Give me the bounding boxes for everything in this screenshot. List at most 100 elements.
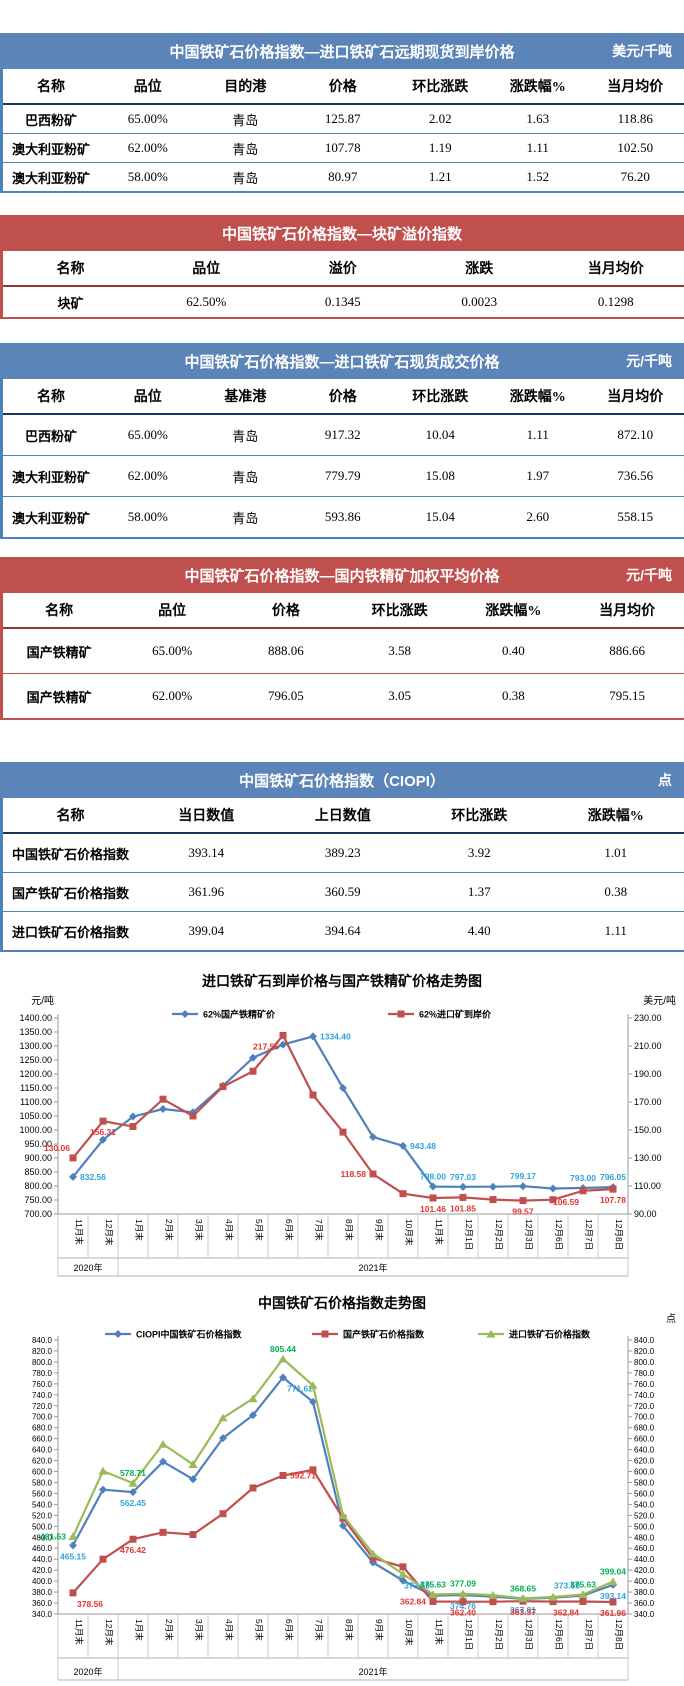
value-cell: 4.40	[411, 912, 548, 952]
price-table-2: 中国铁矿石价格指数—进口铁矿石现货成交价格元/千吨名称品位基准港价格环比涨跌涨跌…	[0, 343, 684, 539]
svg-text:150.00: 150.00	[634, 1125, 662, 1135]
value-cell: 青岛	[197, 497, 295, 539]
x-axis-label: 3月末	[194, 1619, 204, 1641]
svg-text:580.0: 580.0	[634, 1478, 655, 1487]
x-axis-label: 7月末	[314, 1219, 324, 1241]
svg-text:460.0: 460.0	[32, 1544, 53, 1553]
data-label: 378.56	[77, 1599, 103, 1609]
column-header: 环比涨跌	[411, 798, 548, 833]
x-axis-label: 12月7日	[584, 1219, 594, 1250]
data-label: 799.17	[510, 1171, 536, 1181]
x-axis-label: 2月末	[164, 1219, 174, 1241]
value-cell: 886.66	[570, 628, 684, 674]
table-title: 中国铁矿石价格指数（CIOPI）	[239, 770, 445, 791]
svg-text:520.0: 520.0	[32, 1511, 53, 1520]
svg-text:560.0: 560.0	[32, 1489, 53, 1498]
svg-text:840.0: 840.0	[634, 1336, 655, 1345]
value-cell: 62.00%	[99, 134, 197, 163]
series-line	[73, 1378, 613, 1599]
data-label: 107.78	[600, 1195, 626, 1205]
value-cell: 3.58	[343, 628, 457, 674]
column-header: 环比涨跌	[343, 593, 457, 628]
legend-label: 62%进口矿到岸价	[419, 1009, 492, 1020]
svg-text:1200.00: 1200.00	[19, 1069, 52, 1079]
svg-text:440.0: 440.0	[634, 1555, 655, 1564]
value-cell: 1.21	[392, 163, 490, 193]
value-cell: 2.60	[489, 497, 587, 539]
x-axis-label: 12月2日	[494, 1619, 504, 1650]
svg-text:360.0: 360.0	[634, 1599, 655, 1608]
value-cell: 3.92	[411, 833, 548, 873]
x-axis-label: 11月末	[74, 1619, 84, 1645]
svg-text:420.0: 420.0	[634, 1566, 655, 1575]
legend-label: 进口铁矿石价格指数	[509, 1329, 591, 1340]
price-table-4: 中国铁矿石价格指数（CIOPI）点名称当日数值上日数值环比涨跌涨跌幅%中国铁矿石…	[0, 762, 684, 952]
value-cell: 795.15	[570, 674, 684, 720]
data-label: 377.09	[450, 1579, 476, 1589]
price-table-0: 中国铁矿石价格指数—进口铁矿石远期现货到岸价格美元/千吨名称品位目的港价格环比涨…	[0, 33, 684, 193]
svg-text:1350.00: 1350.00	[19, 1027, 52, 1037]
value-cell: 62.00%	[99, 456, 197, 497]
svg-text:700.0: 700.0	[634, 1413, 655, 1422]
value-cell: 102.50	[587, 134, 684, 163]
svg-text:700.00: 700.00	[24, 1209, 52, 1219]
value-cell: 1.37	[411, 873, 548, 912]
svg-text:170.00: 170.00	[634, 1097, 662, 1107]
column-header: 当日数值	[138, 798, 275, 833]
value-cell: 青岛	[197, 414, 295, 456]
svg-text:500.0: 500.0	[634, 1522, 655, 1531]
year-group-label: 2021年	[358, 1666, 387, 1677]
svg-text:640.0: 640.0	[32, 1446, 53, 1455]
value-cell: 389.23	[275, 833, 412, 873]
column-header: 环比涨跌	[392, 379, 490, 414]
column-header: 当月均价	[570, 593, 684, 628]
value-cell: 76.20	[587, 163, 684, 193]
svg-text:440.0: 440.0	[32, 1555, 53, 1564]
table-unit-label: 点	[658, 770, 672, 790]
column-header: 品位	[99, 379, 197, 414]
x-axis-label: 12月末	[104, 1619, 114, 1646]
legend-label: 国产铁矿石价格指数	[343, 1329, 425, 1340]
column-header: 涨跌	[411, 251, 548, 286]
column-header: 当月均价	[587, 379, 684, 414]
svg-text:400.0: 400.0	[634, 1577, 655, 1586]
svg-text:620.0: 620.0	[634, 1457, 655, 1466]
column-header: 涨跌幅%	[489, 69, 587, 104]
svg-text:850.00: 850.00	[24, 1167, 52, 1177]
row-name-cell: 国产铁精矿	[2, 628, 116, 674]
value-cell: 872.10	[587, 414, 684, 456]
svg-text:840.0: 840.0	[32, 1336, 53, 1345]
table-unit-label: 美元/千吨	[612, 41, 672, 61]
value-cell: 2.02	[392, 104, 490, 134]
value-cell: 青岛	[197, 163, 295, 193]
value-cell: 361.96	[138, 873, 275, 912]
column-header: 名称	[2, 798, 139, 833]
value-cell: 青岛	[197, 134, 295, 163]
data-label: 106.59	[553, 1197, 579, 1207]
data-label: 805.44	[270, 1344, 296, 1354]
table-header-row: 名称品位溢价涨跌当月均价	[2, 251, 684, 286]
right-axis-unit: 点	[666, 1313, 676, 1325]
table-header-row: 名称当日数值上日数值环比涨跌涨跌幅%	[2, 798, 684, 833]
table-title: 中国铁矿石价格指数—进口铁矿石远期现货到岸价格	[169, 41, 514, 62]
data-label: 362.84	[553, 1607, 579, 1617]
column-header: 基准港	[197, 379, 295, 414]
x-axis-label: 11月末	[74, 1219, 84, 1245]
svg-text:560.0: 560.0	[634, 1489, 655, 1498]
x-axis-label: 4月末	[224, 1619, 234, 1641]
data-label: 793.00	[570, 1173, 596, 1183]
data-label: 99.57	[512, 1207, 534, 1217]
svg-text:1000.00: 1000.00	[19, 1125, 52, 1135]
svg-text:1100.00: 1100.00	[20, 1097, 52, 1107]
svg-text:720.0: 720.0	[634, 1402, 655, 1411]
data-label: 592.71	[290, 1471, 316, 1481]
svg-text:380.0: 380.0	[634, 1588, 655, 1597]
left-axis-unit: 元/吨	[31, 994, 54, 1007]
svg-text:620.0: 620.0	[32, 1457, 53, 1466]
x-axis-label: 12月末	[104, 1219, 114, 1246]
iron-ore-price-report: 中国铁矿石价格指数—进口铁矿石远期现货到岸价格美元/千吨名称品位目的港价格环比涨…	[0, 33, 684, 1686]
